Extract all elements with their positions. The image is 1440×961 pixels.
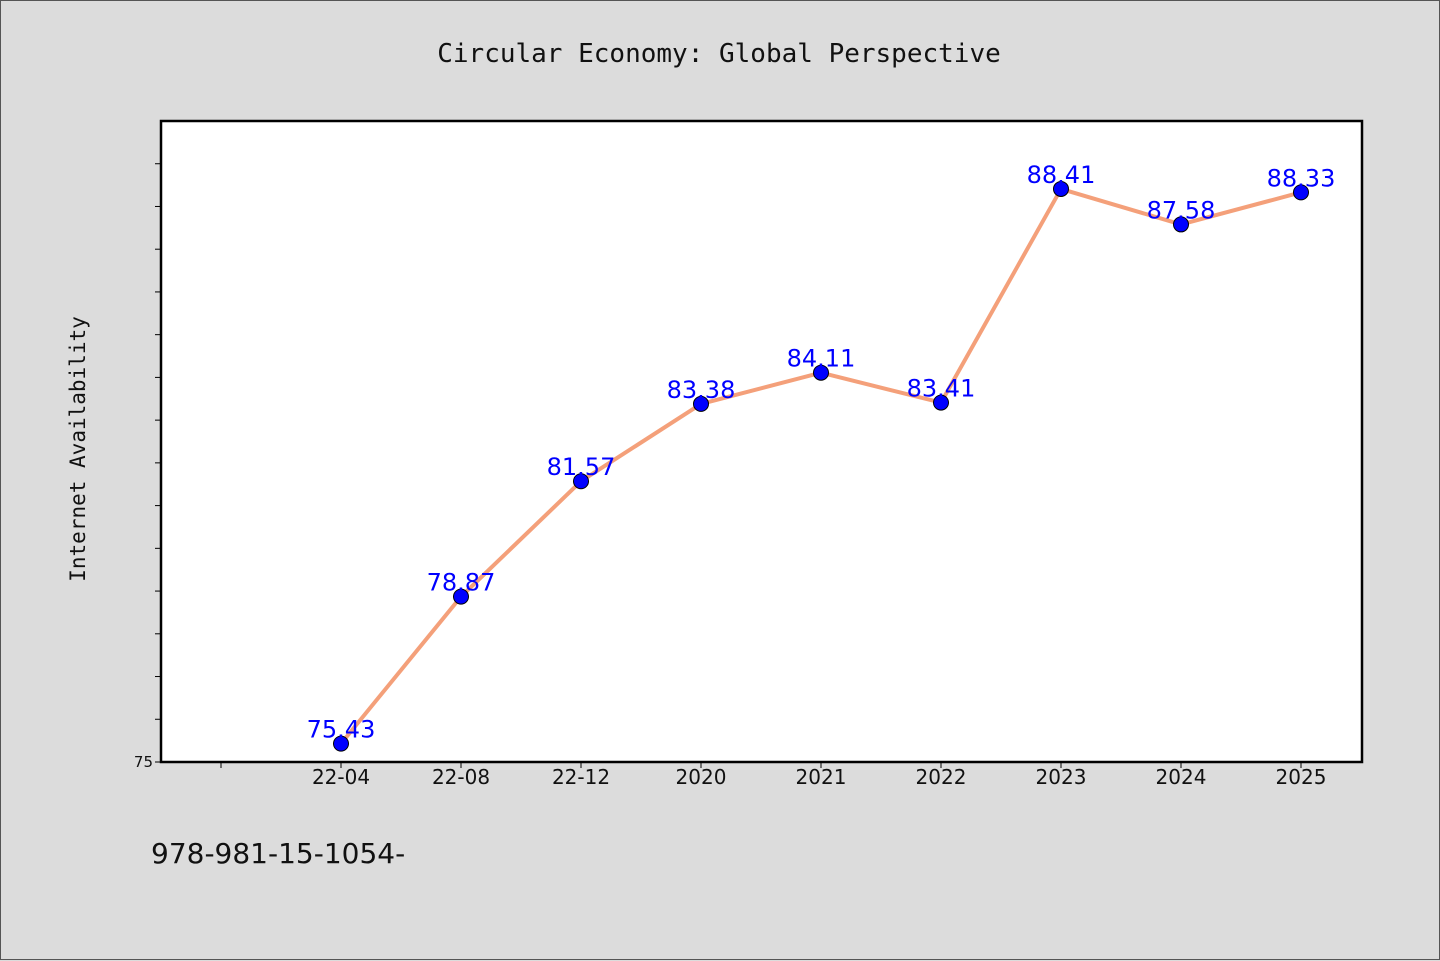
data-point xyxy=(693,395,709,412)
x-tick-label: 2020 xyxy=(676,765,727,789)
data-label: 81.57 xyxy=(547,453,616,481)
isbn-text: 978-981-15-1054- xyxy=(151,837,405,870)
data-point xyxy=(1053,180,1069,197)
y-axis-label: Internet Availability xyxy=(66,316,90,582)
axis-ticks xyxy=(155,163,1302,768)
data-labels: 75.43 78.87 81.57 83.38 84.11 83.41 88.41 87.58… xyxy=(307,161,1336,744)
x-tick-label: 22-08 xyxy=(432,765,490,789)
y-tick-label: 75 xyxy=(134,753,153,771)
data-point xyxy=(333,735,349,752)
data-label: 88.41 xyxy=(1027,161,1096,189)
x-tick-label: 2025 xyxy=(1276,765,1327,789)
data-label: 83.41 xyxy=(907,375,976,403)
x-tick-label: 2024 xyxy=(1156,765,1207,789)
x-tick-labels: 22-04 22-08 22-12 2020 2021 2022 2023 2024 2025 xyxy=(312,765,1327,789)
data-point xyxy=(1173,216,1189,233)
data-label: 75.43 xyxy=(307,716,376,744)
data-point xyxy=(1293,184,1309,201)
x-tick-label: 2022 xyxy=(916,765,967,789)
chart-title: Circular Economy: Global Perspective xyxy=(437,39,1001,69)
plot-area xyxy=(159,119,1364,764)
data-point xyxy=(813,364,829,381)
data-point xyxy=(573,473,589,490)
data-label: 78.87 xyxy=(427,569,496,597)
data-point xyxy=(933,394,949,411)
x-tick-label: 2021 xyxy=(796,765,847,789)
data-label: 88.33 xyxy=(1267,164,1336,192)
y-tick-labels: 75 xyxy=(134,753,153,771)
x-tick-label: 22-04 xyxy=(312,765,370,789)
data-label: 87.58 xyxy=(1147,196,1216,224)
data-points xyxy=(333,180,1309,752)
x-tick-label: 22-12 xyxy=(552,765,610,789)
data-label: 84.11 xyxy=(787,345,856,373)
x-tick-label: 2023 xyxy=(1036,765,1087,789)
data-label: 83.38 xyxy=(667,376,736,404)
data-point xyxy=(453,588,469,605)
